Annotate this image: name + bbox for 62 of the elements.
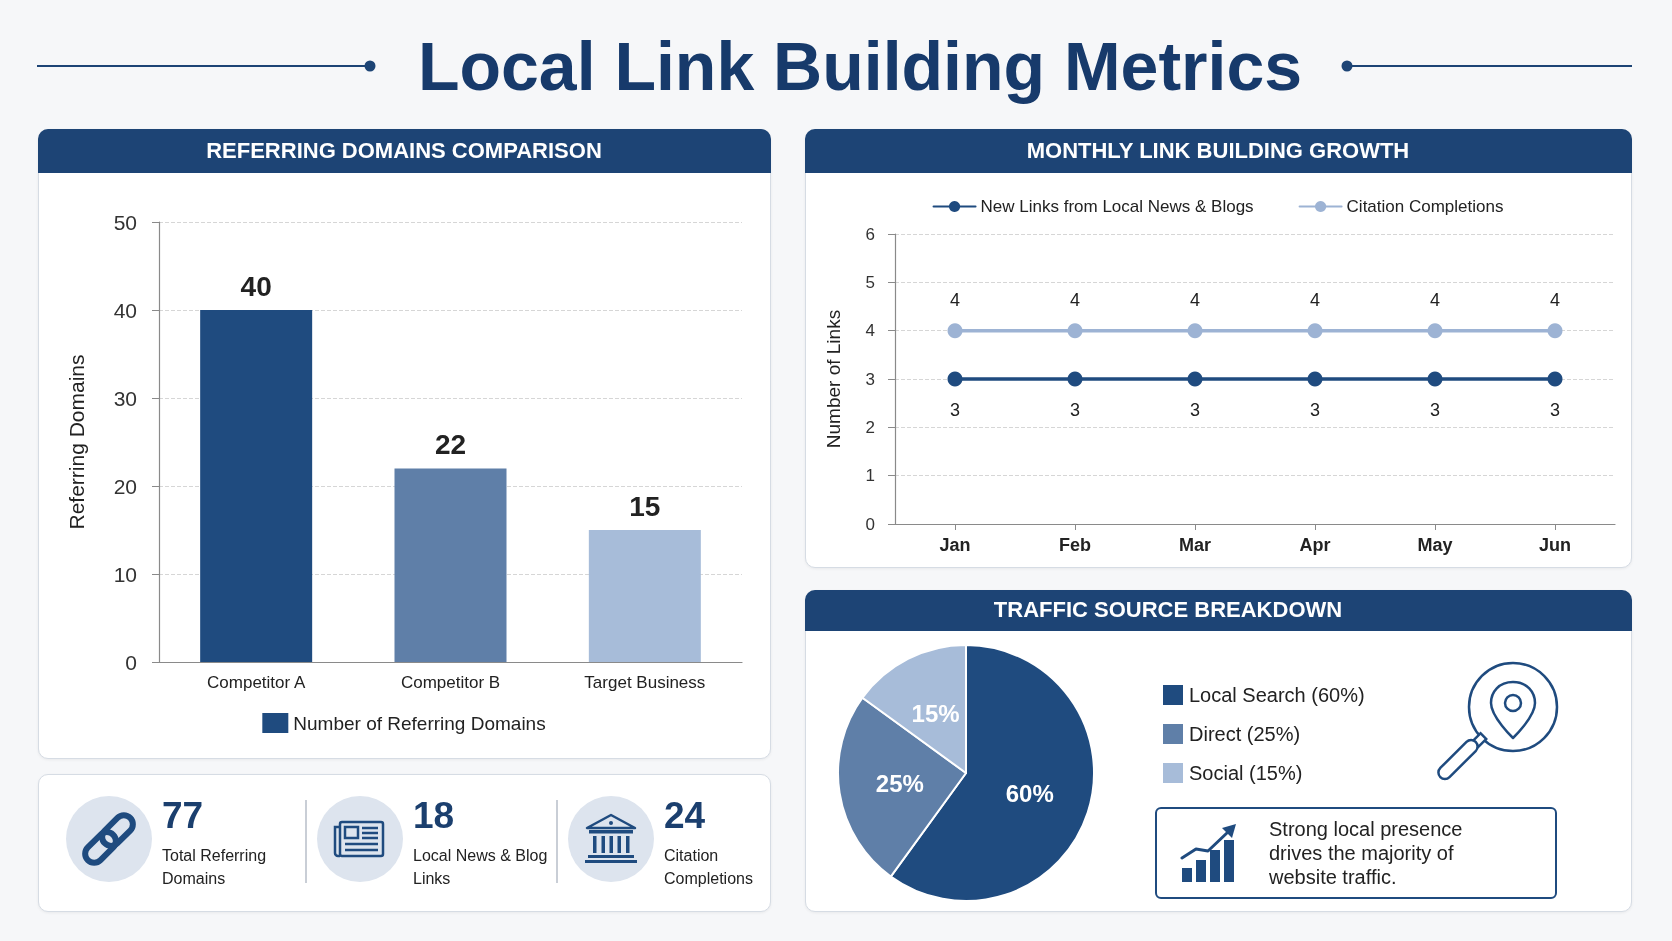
y-tick-label: 0 — [125, 650, 137, 673]
y-tick-label: 4 — [865, 320, 875, 340]
data-label: 4 — [1189, 289, 1201, 310]
data-label: 15% — [911, 699, 960, 727]
x-tick-label: May — [1417, 534, 1453, 555]
data-label: 4 — [1429, 289, 1441, 310]
chart-title: TRAFFIC SOURCE BREAKDOWN — [993, 597, 1343, 623]
y-tick-label: 1 — [865, 465, 875, 485]
data-label: 4 — [1549, 289, 1561, 310]
x-tick-label: Jan — [939, 534, 971, 555]
category-label: Total Referring Domains — [162, 847, 267, 887]
x-tick-label: Jun — [1538, 534, 1572, 555]
data-label: 3 — [1309, 399, 1321, 419]
x-tick-label: Apr — [1299, 534, 1331, 555]
data-label: 18 — [413, 795, 455, 836]
data-label: 4 — [1069, 289, 1081, 310]
data-label: 4 — [949, 289, 961, 310]
legend-label: Number of Referring Domains — [293, 712, 546, 733]
x-tick-label: Target Business — [584, 672, 706, 692]
bar — [200, 309, 313, 662]
data-label: 60% — [1005, 779, 1054, 807]
data-label: 24 — [664, 795, 706, 836]
x-tick-label: Feb — [1058, 534, 1092, 555]
x-tick-label: Competitor B — [400, 672, 501, 692]
data-label: 3 — [949, 399, 961, 419]
y-axis-title: Number of Links — [823, 309, 844, 448]
category-label: Citation Completions — [664, 847, 753, 887]
y-tick-label: 20 — [113, 474, 137, 497]
y-tick-label: 3 — [865, 369, 875, 388]
data-label: 3 — [1549, 399, 1561, 419]
chart-title: MONTHLY LINK BUILDING GROWTH — [1026, 137, 1410, 164]
bar — [394, 467, 507, 662]
y-axis-title: Referring Domains — [65, 353, 88, 530]
y-tick-label: 50 — [113, 210, 137, 233]
data-label: 3 — [1189, 399, 1201, 419]
y-tick-label: 6 — [865, 224, 875, 243]
data-label: 3 — [1069, 399, 1081, 419]
x-tick-label: Mar — [1178, 534, 1212, 555]
data-label: 22 — [434, 428, 467, 460]
data-label: 4 — [1309, 289, 1321, 310]
data-label: 40 — [240, 270, 272, 301]
text: Local Link Building Metrics — [417, 27, 1303, 105]
legend-label: Social (15%) — [1189, 761, 1303, 784]
legend-label: Citation Completions — [1346, 196, 1504, 216]
category-label: Local News & Blog Links — [413, 847, 548, 887]
legend-label: Direct (25%) — [1189, 722, 1301, 745]
data-label: 3 — [1429, 399, 1441, 419]
y-tick-label: 2 — [865, 417, 875, 437]
legend-label: Local Search (60%) — [1189, 683, 1365, 706]
y-tick-label: 10 — [113, 562, 137, 585]
data-label: 25% — [875, 769, 924, 797]
y-tick-label: 30 — [113, 386, 137, 409]
y-tick-label: 5 — [865, 272, 875, 292]
y-tick-label: 0 — [865, 514, 875, 533]
text: Strong local presence drives the majority of website traffic. — [1269, 818, 1463, 888]
bar — [588, 529, 701, 662]
x-tick-label: Competitor A — [207, 672, 306, 692]
y-tick-label: 40 — [113, 298, 137, 321]
data-label: 15 — [629, 490, 661, 521]
legend-label: New Links from Local News & Blogs — [980, 196, 1254, 216]
data-label: 77 — [162, 795, 204, 836]
chart-title: REFERRING DOMAINS COMPARISON — [206, 137, 602, 164]
